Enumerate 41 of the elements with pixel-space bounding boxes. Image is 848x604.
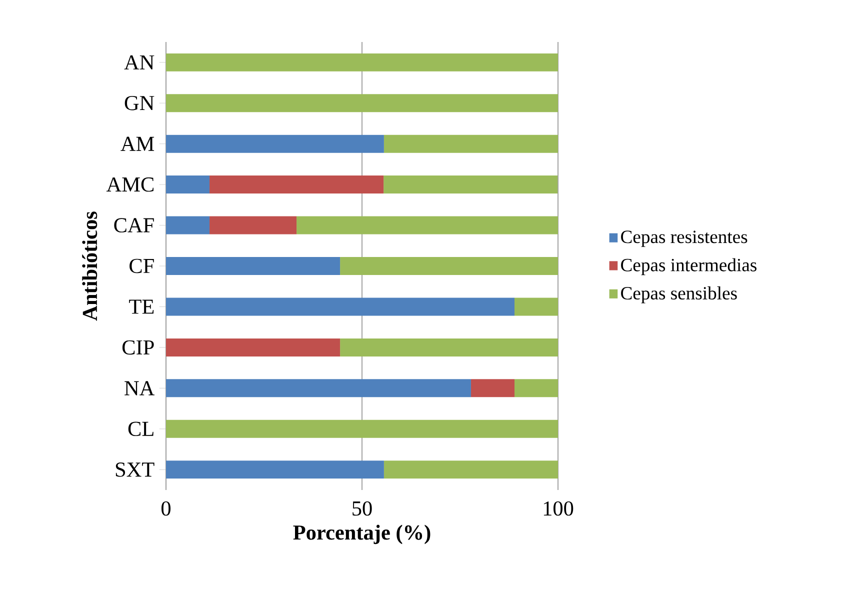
y-tick-label: CAF [114,218,154,232]
bar [166,338,340,356]
x-tick-label: 50 [352,501,372,516]
y-tick-label: SXT [116,462,154,477]
legend-label: Cepas resistentes [621,230,748,247]
y-tick-label: GN [124,96,154,110]
legend-label: Cepas sensibles [621,286,737,304]
y-tick-label: CL [128,422,154,436]
bar [296,216,558,234]
bar [210,176,384,194]
y-tick-label: CF [130,258,154,274]
bar [514,298,558,316]
bar [166,216,210,234]
y-tick-label: CIP [122,340,154,355]
bar [166,460,384,479]
y-tick-label: NA [124,381,154,396]
y-axis-title: Antibióticos [82,212,98,321]
y-tick-label: TE [129,300,154,314]
legend-label: Cepas intermedias [621,258,756,276]
y-tick-label: AN [124,55,154,70]
bar [166,256,340,275]
bar [210,216,297,234]
bar [166,298,514,316]
bar [166,134,384,153]
y-tick-label: AMC [106,177,154,192]
bar [384,460,558,479]
bar [384,134,558,153]
x-axis-title: Porcentaje (%) [293,524,430,544]
bar [340,256,558,275]
bar [166,176,210,194]
y-tick-label: AM [120,136,154,151]
bar [340,338,558,356]
bar [514,379,558,398]
bar [470,379,514,398]
bar [166,53,558,72]
x-tick-label: 0 [162,501,170,516]
bar [166,420,558,438]
bar [384,176,558,194]
x-tick-label: 100 [544,501,574,516]
bar [166,379,471,398]
bar [166,94,558,112]
